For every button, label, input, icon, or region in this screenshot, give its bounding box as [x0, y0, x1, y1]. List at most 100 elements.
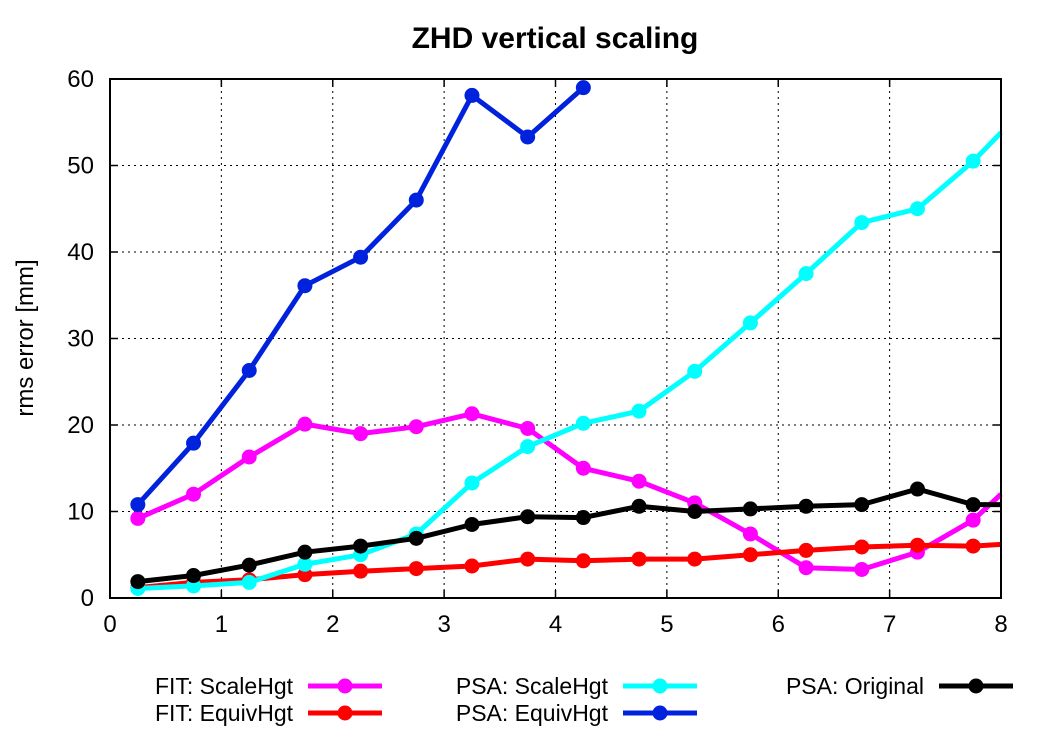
data-point — [687, 504, 703, 519]
data-point — [798, 266, 814, 282]
data-point — [798, 498, 814, 514]
data-point — [464, 87, 480, 103]
series-group — [130, 481, 1001, 590]
data-point — [241, 363, 257, 379]
x-tick-label: 8 — [994, 611, 1007, 638]
data-point — [742, 501, 758, 517]
data-point — [742, 526, 758, 542]
data-point — [575, 510, 591, 526]
x-tick-label: 2 — [326, 611, 339, 638]
data-point — [353, 426, 369, 442]
data-point — [909, 201, 925, 217]
data-point — [186, 568, 202, 584]
series-group — [130, 130, 1003, 596]
y-tick-label: 40 — [67, 239, 94, 266]
axis-ticks: 0 1 2 3 4 5 6 7 8 0 10 20 30 40 50 60 — [67, 66, 1007, 638]
data-point — [742, 315, 758, 331]
gridlines — [110, 79, 1001, 598]
data-point — [909, 537, 925, 553]
data-point — [297, 567, 313, 583]
x-tick-label: 0 — [103, 611, 116, 638]
data-point — [687, 551, 703, 567]
legend-marker — [337, 705, 353, 721]
data-point — [241, 449, 257, 465]
x-tick-label: 1 — [215, 611, 228, 638]
y-tick-label: 50 — [67, 153, 94, 180]
data-point — [241, 557, 257, 573]
data-point — [854, 539, 870, 555]
series-line — [137, 130, 1003, 591]
data-point — [520, 129, 536, 145]
data-point — [464, 516, 480, 532]
data-point — [575, 460, 591, 476]
data-point — [854, 561, 870, 577]
series-group — [130, 406, 1003, 577]
plot-series — [130, 80, 1003, 596]
data-point — [186, 486, 202, 502]
data-point — [631, 551, 647, 567]
data-point — [742, 547, 758, 563]
data-point — [631, 473, 647, 489]
data-point — [854, 497, 870, 513]
data-point — [520, 420, 536, 436]
y-tick-label: 10 — [67, 499, 94, 526]
data-point — [631, 403, 647, 419]
data-point — [575, 553, 591, 569]
data-point — [353, 249, 369, 265]
data-point — [631, 498, 647, 514]
legend-label: PSA: ScaleHgt — [456, 673, 609, 699]
x-tick-label: 4 — [549, 611, 562, 638]
y-tick-label: 20 — [67, 412, 94, 439]
x-tick-label: 3 — [437, 611, 450, 638]
series-group — [130, 80, 591, 513]
data-point — [687, 363, 703, 379]
x-tick-label: 7 — [883, 611, 896, 638]
data-point — [464, 475, 480, 491]
data-point — [297, 278, 313, 294]
data-point — [965, 512, 981, 528]
x-tick-label: 5 — [660, 611, 673, 638]
data-point — [408, 530, 424, 546]
legend-label: PSA: EquivHgt — [456, 700, 609, 726]
data-point — [408, 561, 424, 577]
data-point — [408, 192, 424, 208]
data-point — [353, 563, 369, 579]
data-point — [297, 416, 313, 432]
data-point — [520, 509, 536, 525]
data-point — [241, 574, 257, 590]
legend-label: FIT: EquivHgt — [155, 700, 294, 726]
data-point — [353, 538, 369, 554]
legend-marker — [652, 678, 668, 694]
chart-title: ZHD vertical scaling — [412, 22, 699, 55]
data-point — [798, 560, 814, 576]
data-point — [854, 215, 870, 231]
data-point — [520, 439, 536, 455]
data-point — [575, 415, 591, 431]
data-point — [965, 497, 981, 513]
data-point — [909, 481, 925, 497]
data-point — [575, 80, 591, 96]
x-tick-label: 6 — [772, 611, 785, 638]
data-point — [520, 551, 536, 567]
legend-marker — [968, 678, 984, 694]
data-point — [130, 510, 146, 526]
data-point — [798, 542, 814, 558]
data-point — [965, 538, 981, 554]
data-point — [297, 544, 313, 560]
data-point — [297, 556, 313, 572]
data-point — [408, 419, 424, 435]
y-tick-label: 30 — [67, 326, 94, 353]
data-point — [464, 406, 480, 422]
data-point — [130, 497, 146, 513]
data-point — [965, 153, 981, 169]
legend-label: FIT: ScaleHgt — [155, 673, 294, 699]
legend-label: PSA: Original — [786, 673, 924, 699]
data-point — [130, 574, 146, 590]
y-axis-label: rms error [mm] — [12, 259, 39, 416]
data-point — [464, 558, 480, 574]
legend-marker — [337, 678, 353, 694]
y-tick-label: 0 — [81, 585, 94, 612]
legend-marker — [652, 705, 668, 721]
